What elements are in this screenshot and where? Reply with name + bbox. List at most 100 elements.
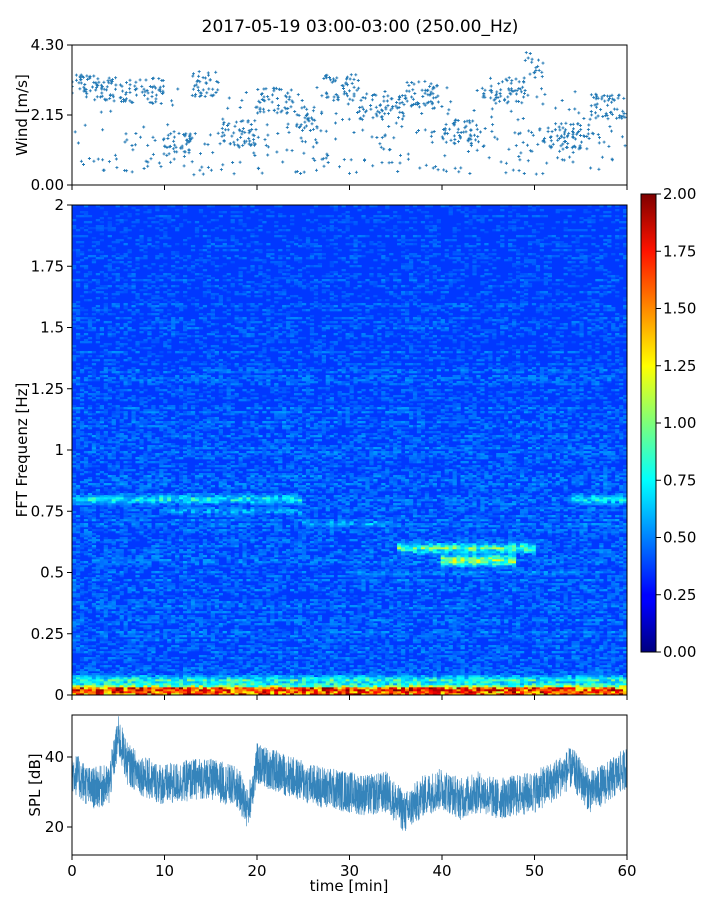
heatmap-cell [135, 687, 140, 690]
heatmap-cell [559, 677, 564, 680]
heatmap-cell [599, 617, 604, 620]
heatmap-cell [424, 683, 430, 686]
heatmap-cell [369, 681, 374, 684]
heatmap-cell [79, 685, 85, 688]
heatmap-cell [214, 627, 219, 630]
heatmap-cell [333, 683, 338, 686]
heatmap-cell [321, 601, 327, 604]
heatmap-cell [543, 653, 549, 656]
heatmap-cell [488, 629, 493, 632]
heatmap-cell [111, 675, 116, 678]
heatmap-cell [270, 609, 275, 612]
heatmap-cell [563, 631, 568, 634]
heatmap-cell [587, 627, 592, 630]
heatmap-cell [543, 639, 549, 642]
heatmap-cell [313, 639, 319, 642]
heatmap-cell [365, 675, 370, 678]
heatmap-cell [468, 587, 473, 590]
heatmap-cell [377, 605, 382, 608]
heatmap-cell [611, 647, 616, 650]
heatmap-cell [349, 625, 354, 628]
heatmap-cell [456, 691, 461, 694]
heatmap-cell [107, 671, 112, 674]
heatmap-cell [234, 581, 239, 584]
heatmap-cell [250, 639, 255, 642]
heatmap-cell [266, 623, 271, 626]
heatmap-cell [186, 611, 192, 614]
heatmap-cell [405, 673, 410, 676]
heatmap-cell [508, 579, 513, 582]
heatmap-cell [234, 593, 239, 596]
heatmap-cell [500, 681, 505, 684]
heatmap-cell [349, 651, 354, 654]
heatmap-cell [488, 603, 493, 606]
heatmap-cell [452, 605, 457, 608]
heatmap-cell [456, 687, 461, 690]
heatmap-cell [270, 585, 275, 588]
heatmap-cell [416, 607, 422, 610]
heatmap-cell [151, 639, 156, 642]
heatmap-cell [210, 611, 216, 614]
heatmap-cell [397, 645, 402, 648]
heatmap-cell [127, 647, 132, 650]
heatmap-cell [270, 685, 275, 688]
heatmap-cell [527, 677, 533, 680]
heatmap-cell [547, 639, 552, 642]
heatmap-cell [448, 657, 453, 660]
heatmap-cell [278, 681, 283, 684]
heatmap-cell [290, 651, 295, 654]
heatmap-cell [623, 651, 627, 654]
heatmap-cell [432, 689, 438, 692]
heatmap-cell [603, 611, 608, 614]
heatmap-cell [127, 681, 132, 684]
heatmap-cell [131, 693, 136, 695]
heatmap-cell [301, 661, 307, 664]
heatmap-cell [615, 635, 620, 638]
heatmap-cell [321, 677, 327, 680]
heatmap-cell [107, 611, 112, 614]
heatmap-cell [345, 679, 350, 682]
heatmap-cell [246, 665, 251, 668]
heatmap-cell [559, 685, 564, 688]
heatmap-cell [460, 645, 465, 648]
heatmap-cell [333, 671, 338, 674]
heatmap-cell [591, 673, 596, 676]
heatmap-cell [266, 669, 271, 672]
heatmap-cell [508, 685, 513, 688]
heatmap-cell [202, 603, 208, 606]
heatmap-cell [99, 651, 105, 654]
heatmap-cell [305, 673, 311, 676]
heatmap-cell [206, 673, 212, 676]
heatmap-cell [135, 679, 140, 682]
heatmap-cell [333, 623, 338, 626]
heatmap-cell [535, 635, 541, 638]
heatmap-cell [325, 637, 330, 640]
heatmap-cell [95, 597, 101, 600]
heatmap-cell [571, 595, 576, 598]
heatmap-cell [95, 585, 101, 588]
heatmap-cell [321, 685, 327, 688]
heatmap-cell [234, 689, 239, 692]
heatmap-cell [79, 663, 85, 666]
heatmap-cell [535, 593, 541, 596]
heatmap-cell [250, 647, 255, 650]
heatmap-cell [623, 673, 627, 676]
heatmap-cell [623, 629, 627, 632]
heatmap-cell [512, 579, 517, 582]
heatmap-cell [234, 585, 239, 588]
heatmap-cell [377, 693, 382, 695]
heatmap-cell [131, 595, 136, 598]
heatmap-cell [258, 687, 263, 690]
heatmap-cell [111, 585, 116, 588]
heatmap-cell [301, 681, 307, 684]
heatmap-cell [607, 627, 612, 630]
heatmap-cell [163, 653, 168, 656]
heatmap-cell [444, 683, 449, 686]
heatmap-cell [571, 653, 576, 656]
heatmap-cell [436, 669, 441, 672]
heatmap-cell [179, 651, 184, 654]
heatmap-cell [79, 603, 85, 606]
heatmap-cell [151, 631, 156, 634]
heatmap-cell [135, 591, 140, 594]
heatmap-cell [131, 585, 136, 588]
